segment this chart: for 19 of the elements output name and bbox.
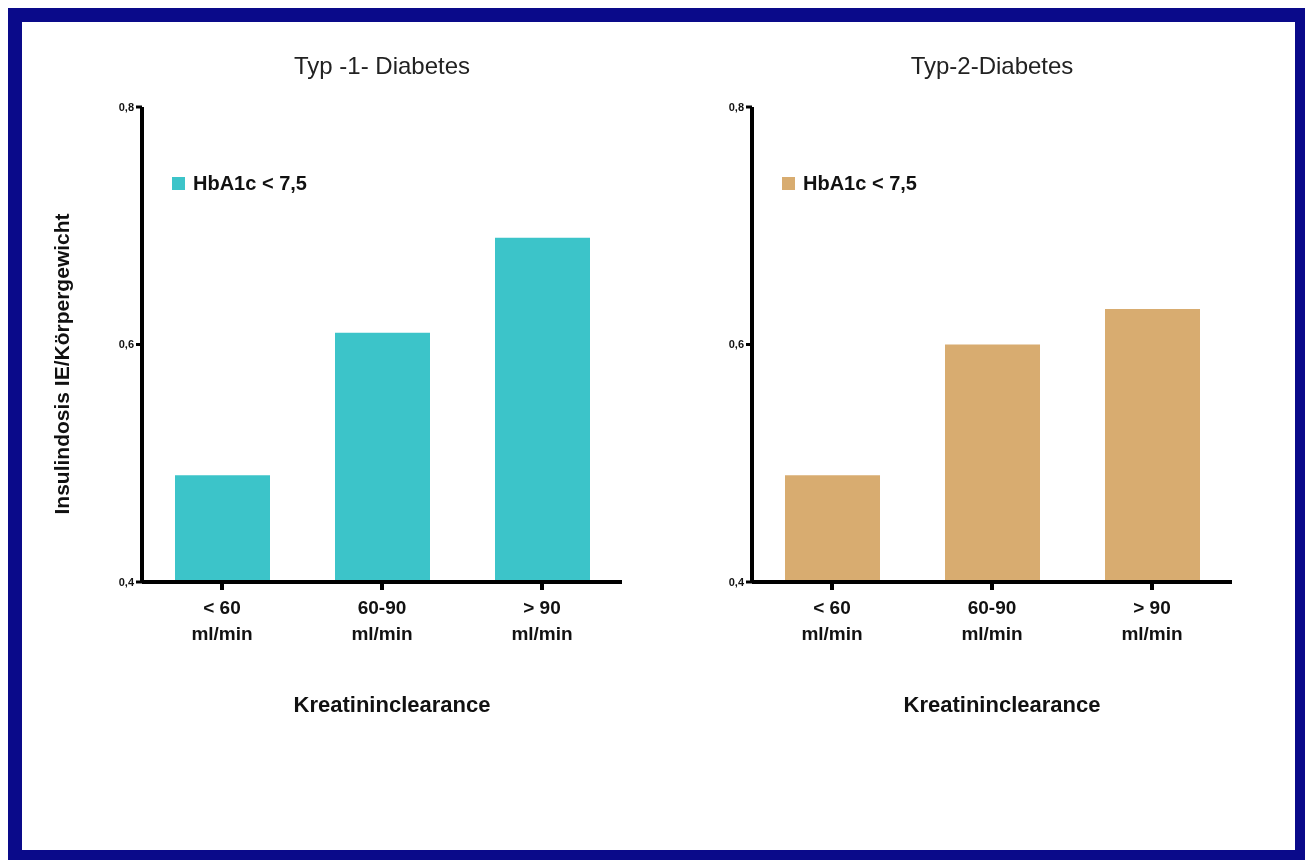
chart-title: Typ -1- Diabetes [292, 52, 472, 80]
y-tick-label: 0,8 [728, 100, 744, 113]
chart-title: Typ-2-Diabetes [909, 52, 1075, 80]
y-axis-title: Insulindosis IE/Körpergewicht [50, 213, 74, 515]
y-tick-label: 0,4 [118, 575, 135, 588]
x-axis-title: Kreatininclearance [292, 692, 492, 718]
y-tick-label: 0,6 [728, 338, 744, 351]
legend-label: HbA1c < 7,5 [802, 172, 917, 195]
x-axis-title: Kreatininclearance [902, 692, 1102, 718]
y-tick-label: 0,4 [728, 575, 745, 588]
x-tick-label: 60-90 ml/min [351, 597, 413, 644]
x-tick-label: < 60 ml/min [191, 597, 253, 644]
legend-label: HbA1c < 7,5 [192, 172, 307, 195]
y-tick-label: 0,8 [118, 100, 134, 113]
y-tick-label: 0,6 [118, 338, 134, 351]
x-tick-label: 60-90 ml/min [961, 597, 1023, 644]
x-tick-label: > 90 ml/min [1121, 597, 1183, 644]
x-tick-label: > 90 ml/min [511, 597, 573, 644]
x-tick-label: < 60 ml/min [801, 597, 863, 644]
